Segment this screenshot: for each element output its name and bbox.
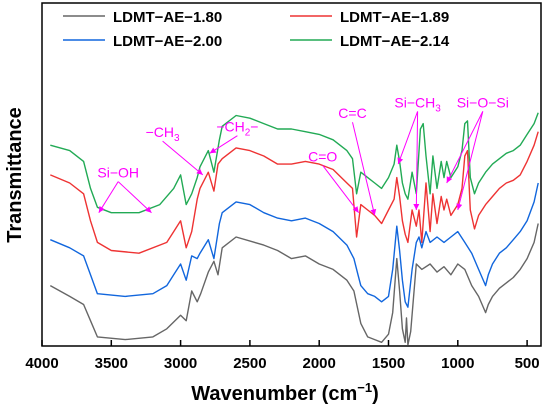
- x-axis: 4000 3500 3000 2500 2000 1500 1000 500: [25, 340, 540, 372]
- legend: LDMT−AE−1.80 LDMT−AE−1.89 LDMT−AE−2.00 L…: [63, 9, 450, 50]
- annotation-arrowhead-7-1: [446, 176, 453, 183]
- annotation-arrowhead-3-1: [209, 147, 217, 154]
- annotation-arrowhead-1-2: [145, 206, 152, 213]
- x-tick-label-8: 500: [515, 355, 540, 372]
- x-tick-label-2: 3500: [95, 355, 128, 372]
- series-line-2: [50, 131, 539, 254]
- annotation-label-1: Si−OH: [97, 165, 139, 181]
- annotation-label-3: −CH2−: [216, 119, 258, 139]
- series-line-3: [50, 182, 539, 308]
- annotation-label-5: C=C: [338, 105, 366, 121]
- annotation-label-4: C=O: [308, 148, 337, 164]
- annotation-arrow-4-1: [322, 165, 360, 214]
- x-axis-label: Wavenumber (cm−1): [191, 380, 378, 405]
- annotation-arrowhead-5-1: [370, 208, 377, 216]
- annotation-arrows: [98, 111, 484, 216]
- annotation-label-2: −CH3: [146, 124, 180, 144]
- annotation-arrowhead-4-1: [352, 206, 359, 213]
- annotation-label-7: Si−O−Si: [457, 94, 509, 110]
- annotation-arrowhead-1-1: [98, 206, 105, 213]
- x-tick-label-4: 2500: [233, 355, 266, 372]
- x-tick-label-1: 4000: [25, 355, 58, 372]
- annotation-arrowhead-2-1: [196, 168, 203, 175]
- legend-label-4: LDMT−AE−2.14: [340, 33, 450, 50]
- annotation-arrow-6-2: [415, 111, 419, 211]
- annotation-label-6: Si−CH3: [394, 94, 441, 114]
- x-tick-label-5: 2000: [303, 355, 336, 372]
- annotation-arrowhead-6-1: [397, 157, 404, 165]
- x-tick-label-7: 1000: [441, 355, 474, 372]
- legend-label-1: LDMT−AE−1.80: [113, 9, 222, 26]
- series-layer: [49, 112, 539, 346]
- annotation-arrow-6-1: [397, 111, 419, 165]
- annotation-arrow-1-2: [117, 181, 152, 214]
- plot-frame: [41, 2, 542, 347]
- legend-label-3: LDMT−AE−2.00: [113, 33, 222, 50]
- annotation-arrow-5-1: [352, 122, 376, 216]
- legend-label-2: LDMT−AE−1.89: [340, 9, 449, 26]
- x-axis-label-end: ): [372, 383, 379, 405]
- annotation-arrow-1-1: [98, 181, 119, 213]
- x-tick-label-3: 3000: [164, 355, 197, 372]
- series-line-1: [49, 223, 539, 346]
- annotation-arrow-7-1: [446, 111, 484, 184]
- annotation-arrow-7-2: [457, 111, 484, 211]
- x-axis-label-superscript: −1: [357, 380, 372, 395]
- annotation-labels: Si−OH −CH3 −CH2− C=O C=C Si−CH3 Si−O−Si: [97, 94, 508, 180]
- annotation-arrowhead-7-2: [456, 203, 463, 210]
- x-tick-label-6: 1500: [372, 355, 405, 372]
- series-line-4: [50, 112, 539, 214]
- annotation-arrow-2-1: [162, 140, 204, 176]
- annotation-arrowhead-6-2: [413, 204, 420, 210]
- y-axis-label: Transmittance: [4, 107, 26, 243]
